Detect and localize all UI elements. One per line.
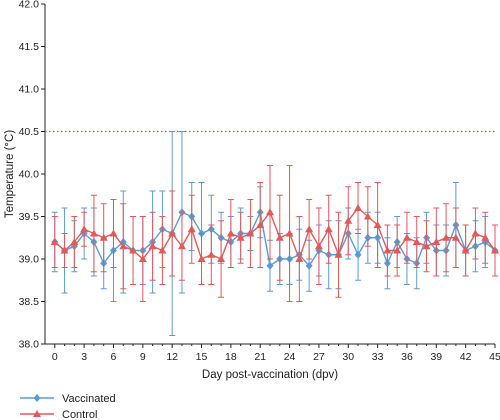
x-tick-label: 3 xyxy=(81,351,87,363)
data-point xyxy=(383,246,392,254)
series-group xyxy=(50,131,499,336)
legend-marker xyxy=(33,410,41,417)
series-control xyxy=(50,165,499,302)
data-point xyxy=(168,229,177,237)
x-tick-label: 0 xyxy=(52,351,58,363)
x-tick-label: 6 xyxy=(111,351,117,363)
data-point xyxy=(50,238,59,245)
data-point xyxy=(393,246,402,254)
data-point xyxy=(314,242,323,250)
legend-marker xyxy=(33,394,41,402)
data-point xyxy=(158,246,167,254)
x-tick-label: 33 xyxy=(372,351,384,363)
data-point xyxy=(266,208,274,216)
data-point xyxy=(305,261,313,270)
data-point xyxy=(461,246,470,254)
data-point xyxy=(334,250,343,258)
data-point xyxy=(99,233,108,241)
data-point xyxy=(187,225,196,233)
x-tick-label: 39 xyxy=(430,351,442,363)
legend-label-control: Control xyxy=(62,409,97,420)
data-point xyxy=(295,255,304,262)
data-point xyxy=(207,250,216,258)
data-point xyxy=(451,233,460,241)
data-point xyxy=(129,246,138,254)
x-tick-label: 36 xyxy=(401,351,413,363)
data-point xyxy=(275,233,284,241)
x-tick-label: 45 xyxy=(489,351,500,363)
data-point xyxy=(80,225,89,233)
x-tick-label: 12 xyxy=(166,351,178,363)
data-point xyxy=(119,242,128,250)
data-point xyxy=(491,246,499,254)
y-tick-label: 38.5 xyxy=(19,296,40,308)
y-tick-label: 41.0 xyxy=(19,84,40,96)
data-point xyxy=(236,233,245,241)
data-point xyxy=(324,225,333,233)
x-tick-label: 24 xyxy=(284,351,296,363)
y-tick-label: 39.5 xyxy=(19,211,40,223)
data-point xyxy=(344,216,353,224)
x-tick-label: 9 xyxy=(140,351,146,363)
data-point xyxy=(363,212,372,220)
axes: 38.038.539.039.540.040.541.041.542.00 3 6 9… xyxy=(4,0,500,381)
data-point xyxy=(60,246,69,254)
data-point xyxy=(217,255,226,262)
data-point xyxy=(354,250,362,259)
data-point xyxy=(305,225,314,233)
data-point xyxy=(109,229,118,237)
x-tick-label: 42 xyxy=(460,351,472,363)
y-tick-label: 40.5 xyxy=(19,126,40,138)
series-vaccinated xyxy=(51,131,499,336)
data-point xyxy=(373,221,382,228)
data-point xyxy=(138,255,147,262)
y-axis-title: Temperature (°C) xyxy=(4,130,16,218)
x-tick-label: 30 xyxy=(342,351,354,363)
x-tick-label: 21 xyxy=(254,351,266,363)
x-tick-label: 27 xyxy=(313,351,325,363)
data-point xyxy=(256,221,265,228)
y-tick-label: 38.0 xyxy=(19,339,40,351)
data-point xyxy=(285,229,294,237)
y-tick-label: 42.0 xyxy=(19,0,40,11)
data-point xyxy=(442,233,451,241)
data-point xyxy=(422,242,431,250)
legend-label-vaccinated: Vaccinated xyxy=(62,393,116,405)
y-tick-label: 40.0 xyxy=(19,169,40,181)
data-point xyxy=(432,238,441,245)
x-tick-label: 18 xyxy=(225,351,237,363)
y-tick-label: 41.5 xyxy=(19,41,40,53)
data-point xyxy=(177,242,186,250)
data-point xyxy=(402,233,411,241)
series-line xyxy=(54,206,496,262)
legend: Vaccinated Control xyxy=(20,393,116,420)
data-point xyxy=(226,229,235,237)
series-line xyxy=(54,209,496,267)
data-point xyxy=(481,233,490,241)
data-point xyxy=(412,238,421,245)
x-tick-label: 15 xyxy=(196,351,208,363)
data-point xyxy=(471,229,480,237)
x-axis-title: Day post-vaccination (dpv) xyxy=(202,369,338,381)
data-point xyxy=(354,204,363,211)
data-point xyxy=(266,261,274,270)
data-point xyxy=(246,229,255,237)
data-point xyxy=(89,229,98,237)
data-point xyxy=(197,255,206,262)
y-tick-label: 39.0 xyxy=(19,254,40,266)
data-point xyxy=(70,238,79,245)
data-point xyxy=(148,242,157,250)
